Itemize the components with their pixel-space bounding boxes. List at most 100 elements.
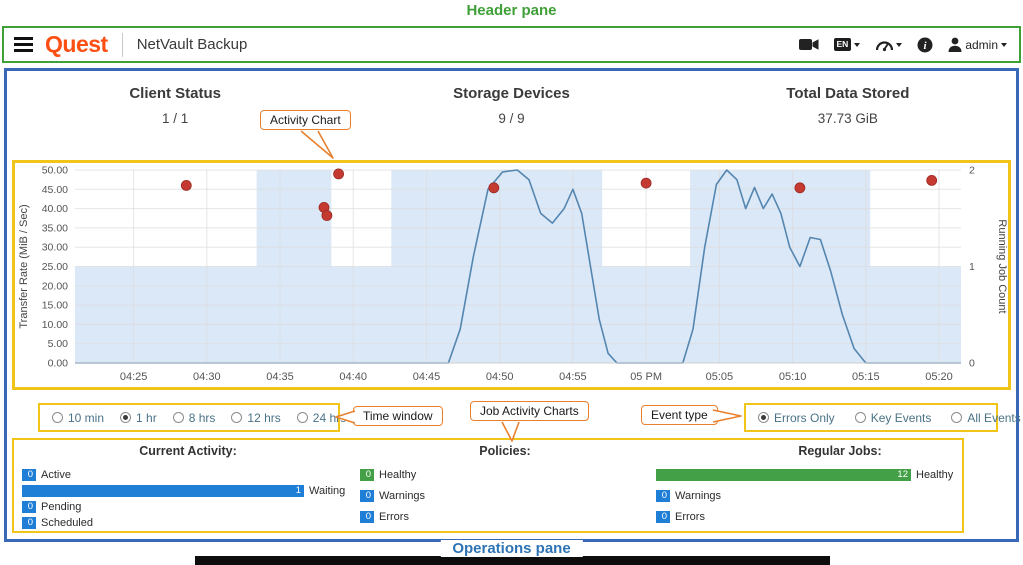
svg-text:5.00: 5.00: [48, 338, 69, 350]
radio-24-hrs[interactable]: 24 hrs: [296, 410, 347, 425]
radio-button[interactable]: [296, 412, 308, 423]
stat-label: Total Data Stored: [786, 85, 910, 102]
chevron-down-icon: [1001, 42, 1007, 47]
stat-label: Client Status: [129, 85, 221, 102]
svg-text:20.00: 20.00: [42, 280, 68, 292]
video-tutorial-icon[interactable]: [798, 38, 819, 51]
svg-text:05:10: 05:10: [779, 371, 807, 383]
language-badge: EN: [833, 38, 852, 51]
job-count-bar[interactable]: 0: [360, 468, 374, 481]
radio-label: Errors Only: [774, 410, 835, 425]
performance-gauge-icon: [876, 41, 894, 52]
error-events-dot: [794, 182, 806, 194]
job-count-value: 0: [661, 489, 667, 501]
svg-text:1: 1: [969, 261, 975, 273]
svg-text:50.00: 50.00: [42, 165, 68, 177]
radio-errors-only[interactable]: Errors Only: [758, 411, 835, 425]
stat-client-status: Client Status 1 / 1: [7, 85, 343, 126]
performance-menu[interactable]: [875, 37, 903, 52]
svg-text:05:20: 05:20: [925, 371, 953, 383]
radio-10-min[interactable]: 10 min: [52, 411, 104, 425]
annotation-activity-chart-callout: Activity Chart: [260, 110, 351, 130]
job-count-bar[interactable]: 0: [22, 516, 36, 529]
svg-text:04:35: 04:35: [266, 371, 294, 383]
job-count-value: 0: [365, 489, 371, 501]
radio-button[interactable]: [758, 412, 769, 423]
job-count-value: 0: [27, 516, 33, 528]
radio-8-hrs[interactable]: 8 hrs: [172, 411, 215, 425]
header-pane: Quest NetVault Backup EN i admin: [2, 26, 1021, 63]
annotation-job-activity-callout: Job Activity Charts: [470, 401, 589, 421]
job-count-bar[interactable]: 0: [22, 468, 36, 481]
radio-label: 12 hrs: [247, 410, 281, 425]
activity-chart-panel: 50.00 45.00 40.00 35.00 30.00 25.00 20.00 15.00…: [12, 160, 1011, 390]
radio-label: All Events: [967, 410, 1021, 425]
job-status-label: Warnings: [379, 489, 426, 502]
annotation-operations-pane-label: Operations pane: [440, 540, 583, 557]
job-count-bar[interactable]: 0: [360, 510, 374, 523]
svg-text:10.00: 10.00: [42, 319, 68, 331]
svg-text:05:15: 05:15: [852, 371, 880, 383]
radio-button[interactable]: [951, 412, 963, 423]
svg-text:04:30: 04:30: [193, 371, 221, 383]
job-count-bar[interactable]: 12: [656, 468, 911, 481]
job-status-row: 0 Errors: [360, 510, 650, 523]
user-icon: [948, 37, 962, 52]
svg-text:15.00: 15.00: [42, 300, 68, 312]
error-events-dot: [488, 182, 500, 194]
info-icon[interactable]: i: [917, 37, 933, 53]
stats-row: Client Status 1 / 1 Storage Devices 9 / …: [7, 85, 1016, 126]
chevron-down-icon: [854, 42, 861, 47]
hamburger-menu-icon[interactable]: [12, 35, 35, 54]
time-window-group: 10 min 1 hr 8 hrs 12 hrs 24 hrs: [38, 403, 346, 432]
user-menu[interactable]: admin: [948, 37, 1007, 52]
radio-1-hr[interactable]: 1 hr: [120, 411, 157, 425]
radio-all-events[interactable]: All Events: [951, 410, 1021, 425]
job-count-value: 0: [365, 510, 371, 522]
job-status-label: Active: [41, 468, 71, 481]
radio-button[interactable]: [854, 412, 866, 423]
job-count-value: 0: [661, 510, 667, 522]
job-status-row: 1 Waiting: [22, 484, 354, 497]
job-status-row: 0 Active: [22, 468, 354, 481]
language-selector[interactable]: EN: [833, 38, 861, 51]
header-divider: [121, 32, 123, 57]
radio-key-events[interactable]: Key Events: [854, 411, 931, 425]
running-job-count-line: [75, 169, 961, 364]
svg-text:25.00: 25.00: [42, 261, 68, 273]
job-status-row: 0 Errors: [656, 510, 1023, 523]
radio-button[interactable]: [120, 412, 132, 423]
svg-text:0.00: 0.00: [48, 358, 69, 370]
stat-storage-devices: Storage Devices 9 / 9: [343, 85, 679, 126]
jobs-column-title: Policies:: [479, 444, 531, 458]
annotation-event-type-callout: Event type: [641, 405, 718, 425]
radio-button[interactable]: [172, 412, 184, 423]
radio-label: 10 min: [68, 410, 105, 425]
stat-label: Storage Devices: [453, 85, 570, 102]
job-count-bar[interactable]: 1: [22, 484, 304, 497]
chevron-down-icon: [896, 42, 903, 47]
job-count-bar[interactable]: 0: [360, 489, 374, 502]
job-count-bar[interactable]: 0: [22, 500, 36, 513]
radio-button[interactable]: [52, 412, 63, 423]
radio-label: 1 hr: [136, 410, 157, 425]
svg-text:0: 0: [969, 358, 975, 370]
jobs-column-title: Regular Jobs:: [798, 444, 882, 458]
radio-12-hrs[interactable]: 12 hrs: [231, 410, 281, 425]
error-events-dot: [333, 168, 345, 180]
job-status-row: 0 Warnings: [360, 489, 650, 502]
stat-total-data-stored: Total Data Stored 37.73 GiB: [680, 85, 1016, 126]
error-events-dot: [321, 210, 333, 221]
error-events-dot: [926, 174, 938, 186]
jobs-column-title: Current Activity:: [139, 444, 237, 458]
job-count-bar[interactable]: 0: [656, 489, 670, 502]
svg-text:04:50: 04:50: [486, 371, 514, 383]
job-status-label: Errors: [379, 510, 409, 523]
radio-button[interactable]: [231, 412, 243, 423]
regular-jobs-column: Regular Jobs: 12 Healthy 0 Warnings 0 Errors: [656, 444, 1023, 523]
job-status-row: 12 Healthy: [656, 468, 1023, 481]
job-status-row: 0 Scheduled: [22, 516, 354, 529]
radio-label: 24 hrs: [312, 410, 347, 425]
job-count-bar[interactable]: 0: [656, 510, 670, 523]
